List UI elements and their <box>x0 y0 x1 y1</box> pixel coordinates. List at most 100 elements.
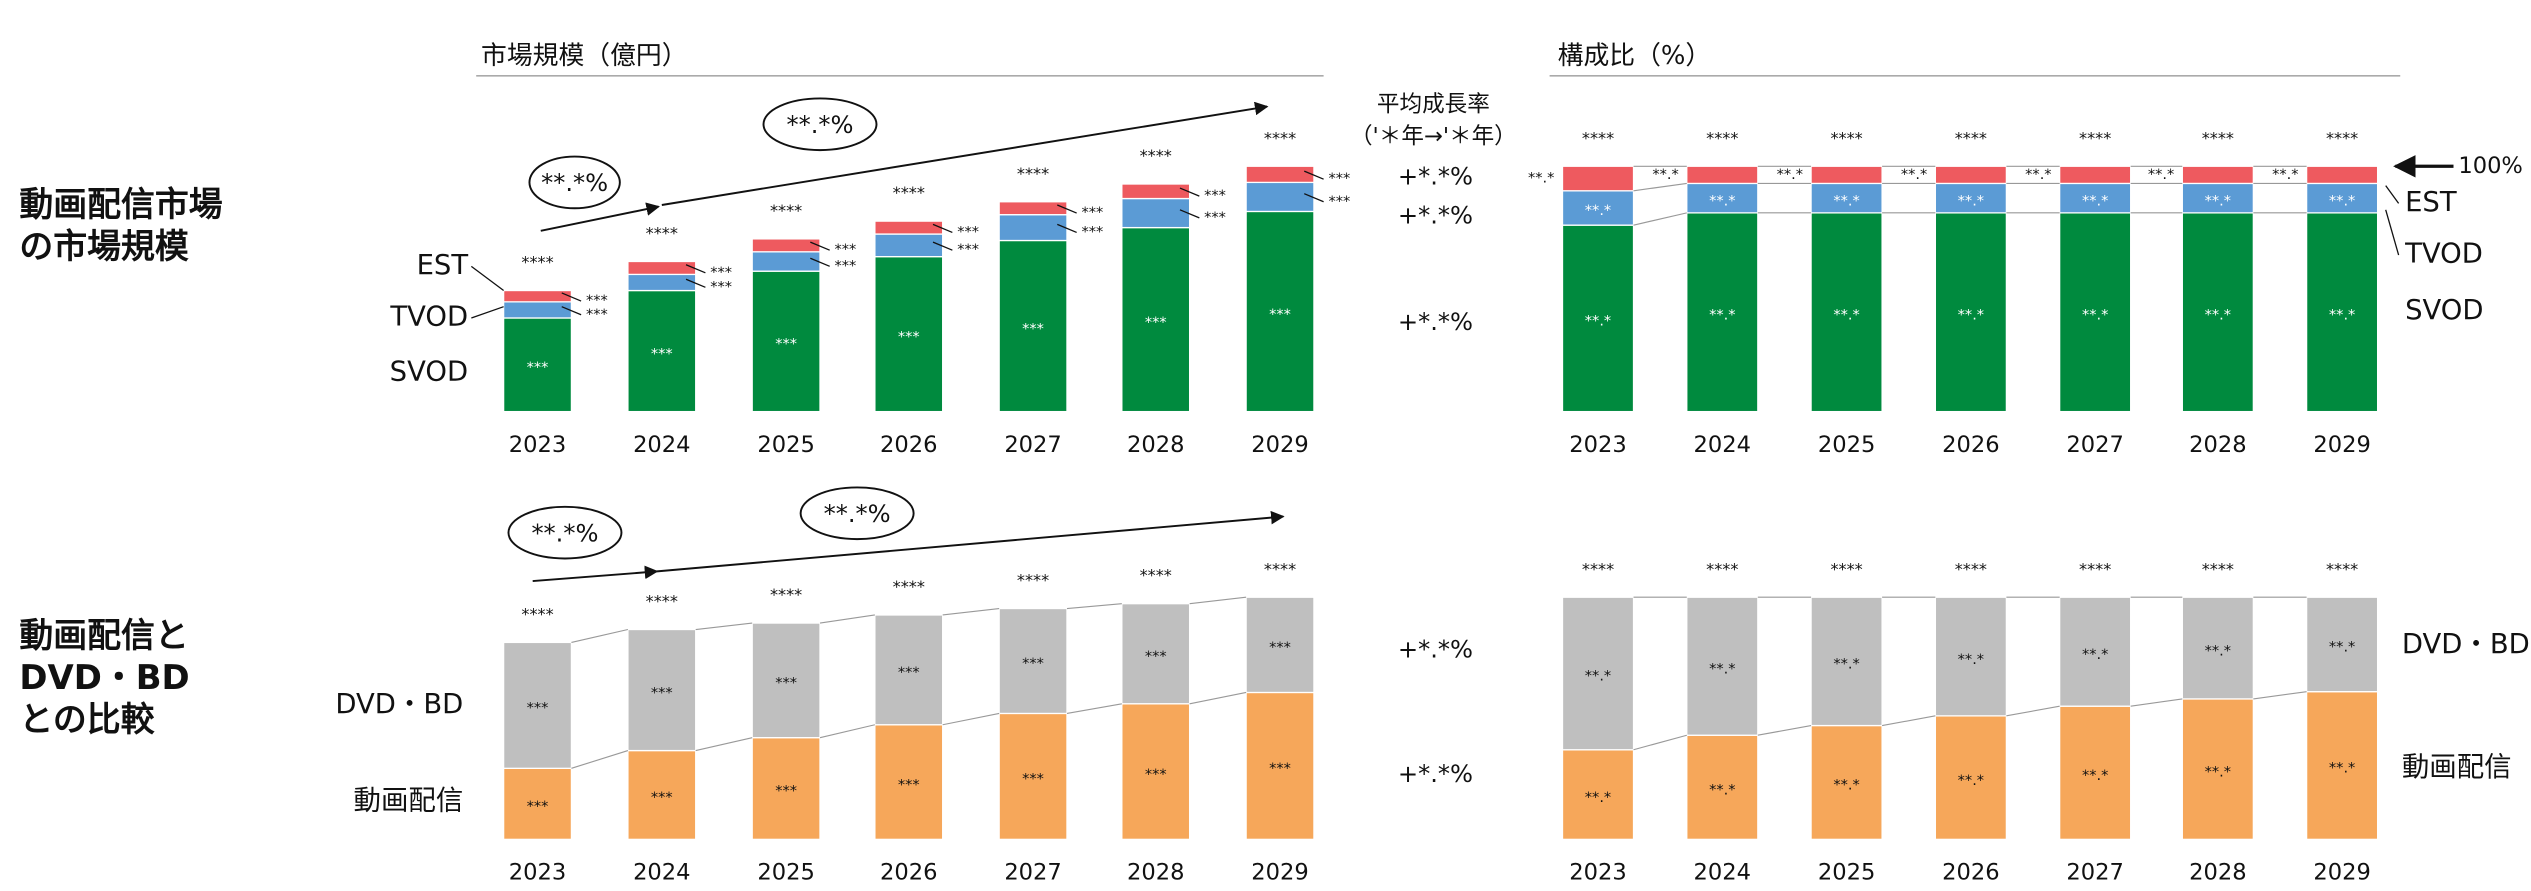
bar-segment <box>1245 210 1315 413</box>
x-tick-label: 2029 <box>1251 860 1308 886</box>
value-label: *** <box>898 665 920 681</box>
value-label: **.* <box>1709 307 1735 323</box>
growth-arrow <box>661 101 1269 206</box>
value-label: **.* <box>2082 768 2108 784</box>
leader-line <box>932 223 953 234</box>
bar-segment <box>751 270 821 413</box>
bar-segment <box>627 289 697 413</box>
connector <box>1189 596 1247 605</box>
leader-line <box>561 292 582 302</box>
total-label: **** <box>2326 559 2358 578</box>
connector <box>695 622 753 631</box>
value-label: *** <box>651 346 673 362</box>
value-label: **.* <box>1528 171 1554 187</box>
value-label: *** <box>1022 772 1044 788</box>
total-label: **** <box>1582 128 1614 147</box>
x-tick-label: 2026 <box>1942 432 1999 458</box>
x-tick-label: 2028 <box>1127 860 1184 886</box>
bar-segment <box>1245 181 1315 213</box>
chart-title: 市場規模（億円） <box>481 41 688 71</box>
bar-segment <box>2059 182 2132 214</box>
row-label: 動画配信市場 <box>19 185 222 224</box>
bar-segment <box>627 628 697 752</box>
connector <box>1066 703 1122 715</box>
bar-segment <box>1686 212 1759 413</box>
bar-segment <box>874 724 944 840</box>
bar-segment <box>1121 703 1191 840</box>
growth-oval <box>507 505 623 560</box>
x-tick-label: 2023 <box>1569 860 1626 886</box>
value-label: **.* <box>2329 307 2355 323</box>
value-label: *** <box>710 265 732 281</box>
bar-segment <box>998 712 1068 840</box>
bar-segment <box>1810 182 1883 214</box>
connector <box>571 750 629 769</box>
value-label: **.* <box>1833 657 1859 673</box>
growth-arrow <box>532 565 659 583</box>
bar-segment <box>874 256 944 413</box>
total-label: **** <box>646 592 678 611</box>
bar-segment <box>1934 212 2008 413</box>
x-tick-label: 2024 <box>1694 860 1751 886</box>
x-tick-label: 2028 <box>2189 860 2246 886</box>
bar-segment <box>2181 165 2254 185</box>
value-label: *** <box>1145 315 1167 331</box>
x-tick-label: 2027 <box>2066 432 2123 458</box>
legend-label: TVOD <box>389 301 468 332</box>
value-label: *** <box>1022 321 1044 337</box>
value-label: **.* <box>2329 761 2355 777</box>
value-label: *** <box>1269 307 1291 323</box>
value-label: **.* <box>1709 783 1735 799</box>
total-label: **** <box>1140 146 1172 165</box>
value-label: **.* <box>1958 193 1984 209</box>
value-label: **.* <box>1709 193 1735 209</box>
bar-segment <box>2305 182 2379 214</box>
bar-segment <box>1934 715 2008 840</box>
bar-segment <box>1245 596 1315 694</box>
total-label: **** <box>1264 559 1296 578</box>
value-label: *** <box>898 777 920 793</box>
value-label: *** <box>527 701 549 717</box>
total-label: **** <box>770 201 802 220</box>
bar-segment <box>502 289 573 303</box>
x-tick-label: 2023 <box>1569 432 1626 458</box>
bar-segment <box>751 238 821 253</box>
bar-segment <box>1686 596 1759 736</box>
growth-title: （'＊年→'＊年） <box>1350 124 1517 150</box>
bar-segment <box>1810 596 1883 727</box>
value-label: **.* <box>1958 652 1984 668</box>
bar-segment <box>1810 212 1883 413</box>
legend-label: SVOD <box>390 356 468 387</box>
legend-label: EST <box>2405 187 2457 218</box>
total-label: **** <box>2079 128 2111 147</box>
value-label: *** <box>527 360 549 376</box>
connector <box>1633 182 1687 192</box>
x-tick-label: 2026 <box>880 432 937 458</box>
growth-oval-label: **.*% <box>824 500 891 528</box>
connector <box>1881 715 1936 727</box>
legend-leader <box>2385 185 2400 204</box>
value-label: **.* <box>1585 314 1611 330</box>
value-label: *** <box>710 279 732 295</box>
legend-label: SVOD <box>2405 295 2483 326</box>
leader-line <box>685 278 706 288</box>
legend-label: DVD・BD <box>335 689 463 720</box>
total-label: **** <box>893 183 925 202</box>
value-label: **.* <box>2082 647 2108 663</box>
value-label: **.* <box>1777 167 1803 183</box>
value-label: **.* <box>2082 193 2108 209</box>
value-label: *** <box>651 790 673 806</box>
leader-line <box>932 241 953 251</box>
legend-label: TVOD <box>2404 239 2483 270</box>
leader-line <box>1179 187 1200 197</box>
value-label: *** <box>1328 194 1350 210</box>
value-label: *** <box>1269 640 1291 656</box>
leader-line <box>1057 204 1077 214</box>
value-label: *** <box>527 799 549 815</box>
value-label: *** <box>1328 171 1350 187</box>
growth-rate: +*.*% <box>1398 635 1473 663</box>
bar-segment <box>2305 691 2379 840</box>
leader-line <box>561 306 582 316</box>
value-label: *** <box>898 329 920 345</box>
